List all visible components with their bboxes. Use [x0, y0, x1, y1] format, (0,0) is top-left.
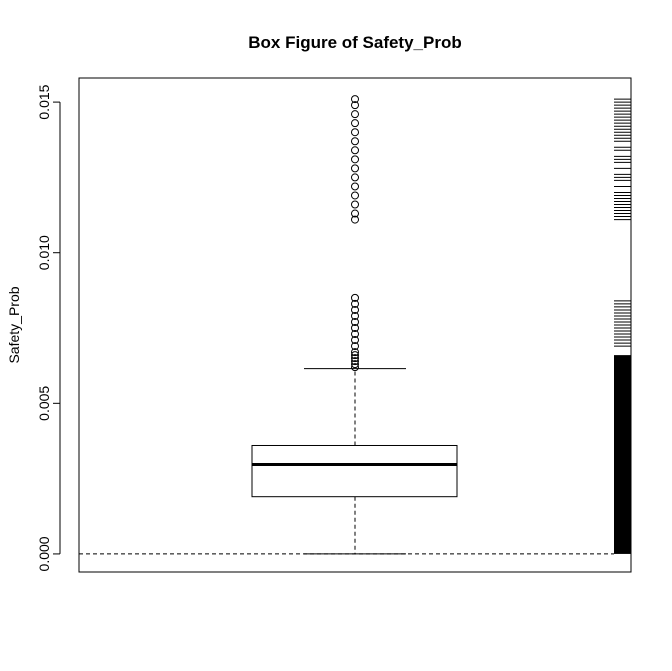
outlier-point — [351, 95, 359, 104]
outlier-point — [351, 360, 359, 369]
outlier-point — [351, 155, 359, 164]
y-tick-label: 0.015 — [36, 84, 52, 119]
outlier-point — [351, 137, 359, 146]
outlier-point — [351, 311, 359, 320]
y-axis: 0.000 0.005 0.010 0.015 — [36, 84, 61, 571]
outlier-point — [351, 293, 359, 302]
outlier-point — [351, 191, 359, 200]
outlier-point — [351, 146, 359, 155]
outlier-point — [351, 128, 359, 137]
outlier-point — [351, 305, 359, 314]
outlier-point — [351, 101, 359, 110]
outlier-point — [351, 200, 359, 209]
plot-marks — [79, 95, 631, 555]
iqr-box — [251, 444, 458, 498]
y-tick-label: 0.010 — [36, 235, 52, 270]
outlier-point — [351, 342, 359, 351]
outlier-point — [351, 324, 359, 333]
outlier-point — [351, 336, 359, 345]
outlier-point — [351, 164, 359, 173]
outlier-point — [351, 215, 359, 224]
y-tick-label: 0.000 — [36, 536, 52, 571]
y-axis-label: Safety_Prob — [6, 286, 22, 363]
rug-dense-block — [614, 355, 631, 554]
outlier-point — [351, 351, 359, 360]
outlier-point — [351, 299, 359, 308]
outlier-point — [351, 354, 359, 363]
outlier-point — [351, 363, 359, 372]
outlier-point — [351, 209, 359, 218]
y-tick-label: 0.005 — [36, 386, 52, 421]
outlier-point — [351, 110, 359, 119]
outlier-point — [351, 119, 359, 128]
outlier-point — [351, 317, 359, 326]
outlier-point — [351, 357, 359, 366]
outlier-point — [351, 173, 359, 182]
outlier-point — [351, 348, 359, 357]
chart-title: Box Figure of Safety_Prob — [248, 33, 461, 52]
outlier-point — [351, 182, 359, 191]
outlier-point — [351, 330, 359, 339]
